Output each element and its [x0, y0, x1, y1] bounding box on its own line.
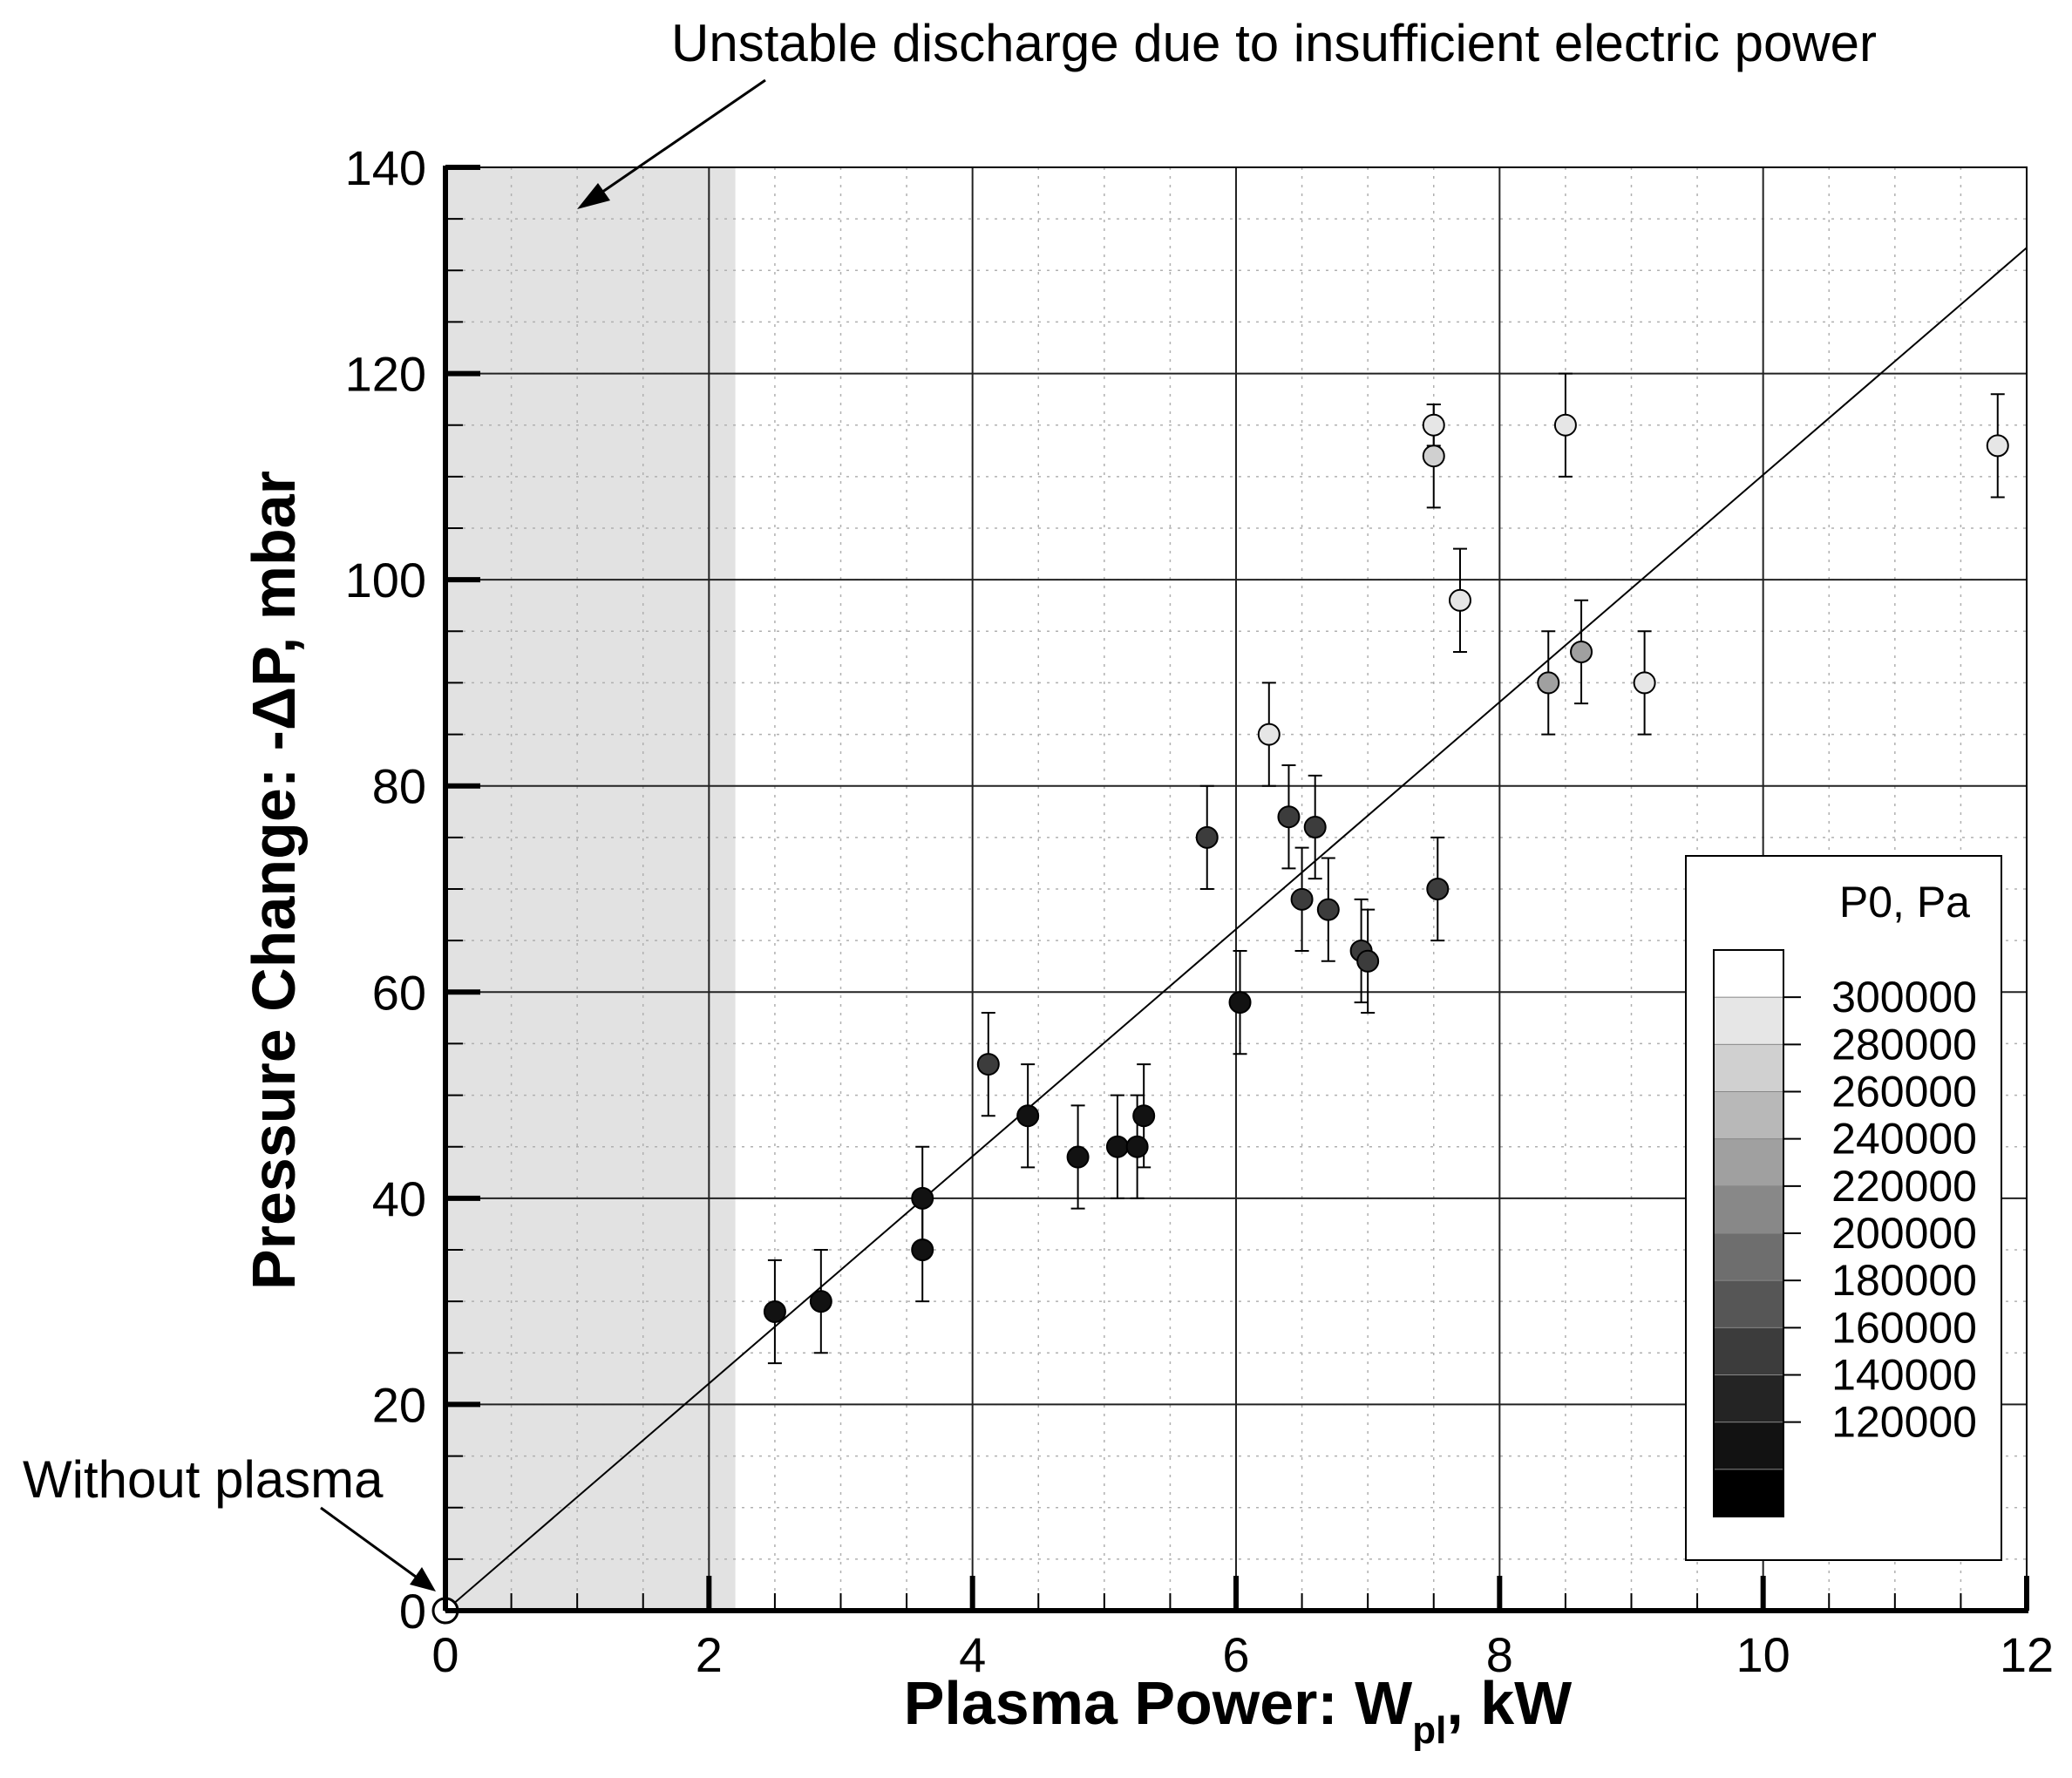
- data-point: [1125, 1135, 1149, 1158]
- data-point: [1426, 878, 1450, 900]
- legend-labels: 3000002800002600002400002200002000001800…: [1783, 973, 1977, 1447]
- y-tick-label: 120: [345, 347, 426, 402]
- x-tick-label: 0: [431, 1627, 459, 1682]
- data-point: [1422, 413, 1445, 437]
- x-tick-labels: 0 2 4 6 8 10 12: [431, 1627, 2054, 1682]
- legend-value-label: 180000: [1831, 1256, 1977, 1305]
- data-point: [1448, 588, 1471, 612]
- legend-value-label: 300000: [1831, 973, 1977, 1021]
- x-tick-label: 2: [696, 1627, 723, 1682]
- data-point: [1132, 1104, 1156, 1128]
- legend-band: [1713, 1185, 1784, 1235]
- data-point: [809, 1290, 832, 1313]
- data-point: [1570, 640, 1593, 663]
- legend-value-label: 220000: [1831, 1162, 1977, 1211]
- x-tick-label: 4: [959, 1627, 986, 1682]
- legend-band: [1713, 949, 1784, 999]
- data-point: [763, 1300, 786, 1323]
- data-points: [763, 413, 2009, 1323]
- y-tick-label: 40: [372, 1171, 426, 1226]
- data-point: [1303, 816, 1327, 839]
- legend-band: [1713, 1327, 1784, 1376]
- data-point: [1422, 444, 1445, 468]
- axes: [443, 165, 2029, 1613]
- y-axis-title: Pressure Change: -ΔP, mbar: [240, 471, 308, 1290]
- fit-line: [445, 247, 2028, 1612]
- data-point: [1105, 1135, 1129, 1158]
- legend-value-label: 140000: [1831, 1351, 1977, 1400]
- data-point: [1553, 413, 1577, 437]
- data-point: [1277, 805, 1301, 829]
- legend-value-label: 120000: [1831, 1398, 1977, 1447]
- data-point: [911, 1238, 934, 1261]
- legend-band: [1713, 996, 1784, 1046]
- legend-value-label: 260000: [1831, 1068, 1977, 1116]
- legend-bands: [1713, 949, 1784, 1518]
- unstable-region: [445, 167, 736, 1611]
- y-tick-label: 60: [372, 965, 426, 1020]
- legend-title: P0, Pa: [1839, 878, 1970, 926]
- color-legend: P0, Pa 300000280000260000240000220000200…: [1685, 855, 2002, 1561]
- data-point: [1290, 887, 1314, 911]
- y-tick-labels: 0 20 40 60 80 100 120 140: [345, 140, 426, 1639]
- legend-value-label: 240000: [1831, 1115, 1977, 1164]
- data-point: [911, 1186, 934, 1210]
- unstable-region-label: Unstable discharge due to insufficient e…: [671, 14, 1877, 72]
- legend-band: [1713, 1232, 1784, 1282]
- y-tick-label: 20: [372, 1377, 426, 1432]
- y-tick-label: 0: [399, 1584, 426, 1639]
- baseline-arrow: [320, 1506, 430, 1588]
- legend-band: [1713, 1043, 1784, 1093]
- data-point: [1633, 671, 1656, 695]
- x-axis-title: Plasma Power: Wpl, kW: [904, 1669, 1573, 1752]
- legend-value-label: 280000: [1831, 1020, 1977, 1069]
- baseline-label: Without plasma: [23, 1450, 384, 1509]
- legend-band: [1713, 1279, 1784, 1329]
- x-tick-label: 12: [2000, 1627, 2054, 1682]
- legend-value-label: 160000: [1831, 1303, 1977, 1352]
- legend-band: [1713, 1422, 1784, 1470]
- x-tick-label: 10: [1736, 1627, 1790, 1682]
- data-point: [1257, 723, 1281, 746]
- legend-value-label: 200000: [1831, 1209, 1977, 1258]
- legend-band: [1713, 1138, 1784, 1187]
- y-tick-label: 100: [345, 553, 426, 607]
- data-point: [1066, 1145, 1090, 1169]
- data-point: [1195, 825, 1219, 849]
- y-tick-label: 80: [372, 759, 426, 814]
- data-point: [1537, 671, 1560, 695]
- x-tick-label: 8: [1486, 1627, 1513, 1682]
- x-tick-label: 6: [1222, 1627, 1249, 1682]
- unstable-region-arrowhead: [577, 183, 610, 209]
- unstable-region-arrow: [581, 78, 766, 207]
- data-point: [1986, 434, 2009, 458]
- data-point: [1316, 898, 1340, 921]
- data-point: [976, 1053, 1000, 1076]
- data-point: [1356, 949, 1380, 973]
- baseline-arrowhead: [410, 1567, 436, 1591]
- data-point: [1016, 1104, 1040, 1128]
- data-point: [1228, 991, 1252, 1015]
- legend-band: [1713, 1374, 1784, 1423]
- legend-band: [1713, 1091, 1784, 1140]
- y-tick-label: 140: [345, 140, 426, 195]
- legend-band: [1713, 1469, 1784, 1518]
